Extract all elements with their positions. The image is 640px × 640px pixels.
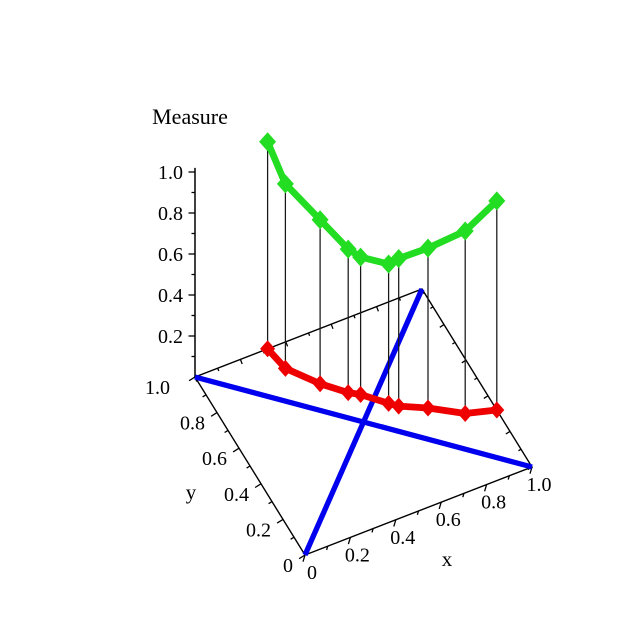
measure-curve-point-marker <box>276 174 294 194</box>
axis-ticks <box>188 171 533 562</box>
y-tick-label: 0.6 <box>202 448 227 470</box>
base-projection-curve-point-marker <box>381 394 397 412</box>
y-tick-label: 0.8 <box>180 413 205 435</box>
back-edge-minor-tick <box>398 297 402 301</box>
right-edge-minor-tick <box>518 448 522 452</box>
y-tick-label: 0.2 <box>246 519 271 541</box>
y-tick-label: 0.4 <box>224 484 249 506</box>
axis-labels: Measure x y <box>152 104 453 571</box>
z-tick-label: 0.6 <box>158 244 183 266</box>
x-axis-major-tick <box>347 537 352 545</box>
x-axis-label: x <box>442 547 453 571</box>
right-edge-minor-tick <box>430 306 434 309</box>
measure-curve-point-marker <box>259 132 277 152</box>
x-axis-major-tick <box>483 484 488 492</box>
y-axis-minor-tick <box>224 429 229 434</box>
x-axis-minor-tick <box>416 510 420 515</box>
y-axis-minor-tick <box>246 465 251 469</box>
x-axis-major-tick <box>302 554 306 562</box>
back-edge-major-tick <box>330 323 334 330</box>
z-tick-label: 1.0 <box>158 162 183 184</box>
x-axis-major-tick <box>393 519 397 527</box>
y-tick-label: 1.0 <box>145 377 170 399</box>
x-axis-minor-tick <box>462 493 465 498</box>
base-projection-curve-point-marker <box>260 340 276 358</box>
measure-curve <box>259 132 506 274</box>
right-edge-major-tick <box>439 324 445 328</box>
drop-lines <box>266 141 498 414</box>
y-axis-label: y <box>186 480 197 504</box>
y-axis-minor-tick <box>290 536 295 540</box>
x-tick-label: 1.0 <box>527 474 552 496</box>
measure-curve-point-marker <box>311 210 329 230</box>
base-projection-curve-point-marker <box>457 405 473 422</box>
right-edge-major-tick <box>483 395 489 399</box>
z-tick-label: 0.2 <box>158 326 183 348</box>
right-edge-minor-tick <box>452 341 456 345</box>
base-projection-curve-point-marker <box>391 397 407 415</box>
tick-labels: 0 0.2 0.4 0.6 0.8 1.0 0 0.2 0.4 0.6 0.8 1.0 0.2 0.4 0.… <box>145 162 552 584</box>
measure-curve-point-marker <box>456 221 474 241</box>
y-axis-major-tick <box>254 483 262 489</box>
y-axis-minor-tick <box>268 501 273 505</box>
x-axis-minor-tick <box>507 475 510 480</box>
back-edge-minor-tick <box>353 315 356 319</box>
measure-curve-point-marker <box>339 239 357 259</box>
base-projection-curve-line <box>264 345 501 417</box>
x-axis-major-tick <box>438 502 442 510</box>
x-tick-label: 0.8 <box>481 492 506 514</box>
z-tick-label: 0.8 <box>158 203 183 225</box>
back-edge-minor-tick <box>217 367 220 372</box>
x-tick-label: 0.6 <box>436 509 461 531</box>
measure-curve-point-marker <box>419 238 437 258</box>
y-axis-major-tick <box>210 412 218 417</box>
base-projection-curve <box>260 340 505 422</box>
back-edge-minor-tick <box>307 332 311 337</box>
base-projection-curve-point-marker <box>353 386 369 403</box>
right-edge-minor-tick <box>474 377 478 381</box>
x-tick-label: 0.2 <box>345 544 370 566</box>
x-tick-label: 0 <box>307 562 317 584</box>
reference-lines <box>194 287 533 557</box>
base-projection-curve-point-marker <box>420 399 436 417</box>
reference-line <box>194 374 533 470</box>
x-tick-label: 0.4 <box>390 527 415 549</box>
measure-curve-point-marker <box>352 247 370 267</box>
y-axis-major-tick <box>232 447 240 453</box>
y-tick-label: 0 <box>283 555 293 577</box>
y-axis-major-tick <box>298 554 306 560</box>
back-edge-major-tick <box>285 341 289 347</box>
measure-curve-point-marker <box>390 249 408 268</box>
base-projection-curve-point-marker <box>489 401 505 419</box>
z-tick-label: 0.4 <box>158 285 183 307</box>
y-axis-major-tick <box>276 518 284 524</box>
base-projection-curve-point-marker <box>340 384 356 402</box>
back-edge-major-tick <box>239 359 243 365</box>
right-edge-major-tick <box>505 430 511 435</box>
y-axis-minor-tick <box>202 394 207 398</box>
back-edge-major-tick <box>375 306 380 312</box>
x-axis-minor-tick <box>325 546 329 551</box>
measure-curve-line <box>264 138 501 268</box>
y-axis-major-tick <box>188 376 196 382</box>
measure-curve-point-marker <box>488 191 506 211</box>
x-axis-minor-tick <box>371 528 374 533</box>
base-projection-curve-point-marker <box>277 359 293 377</box>
z-axis-title: Measure <box>152 104 228 129</box>
base-projection-curve-point-marker <box>312 375 328 393</box>
